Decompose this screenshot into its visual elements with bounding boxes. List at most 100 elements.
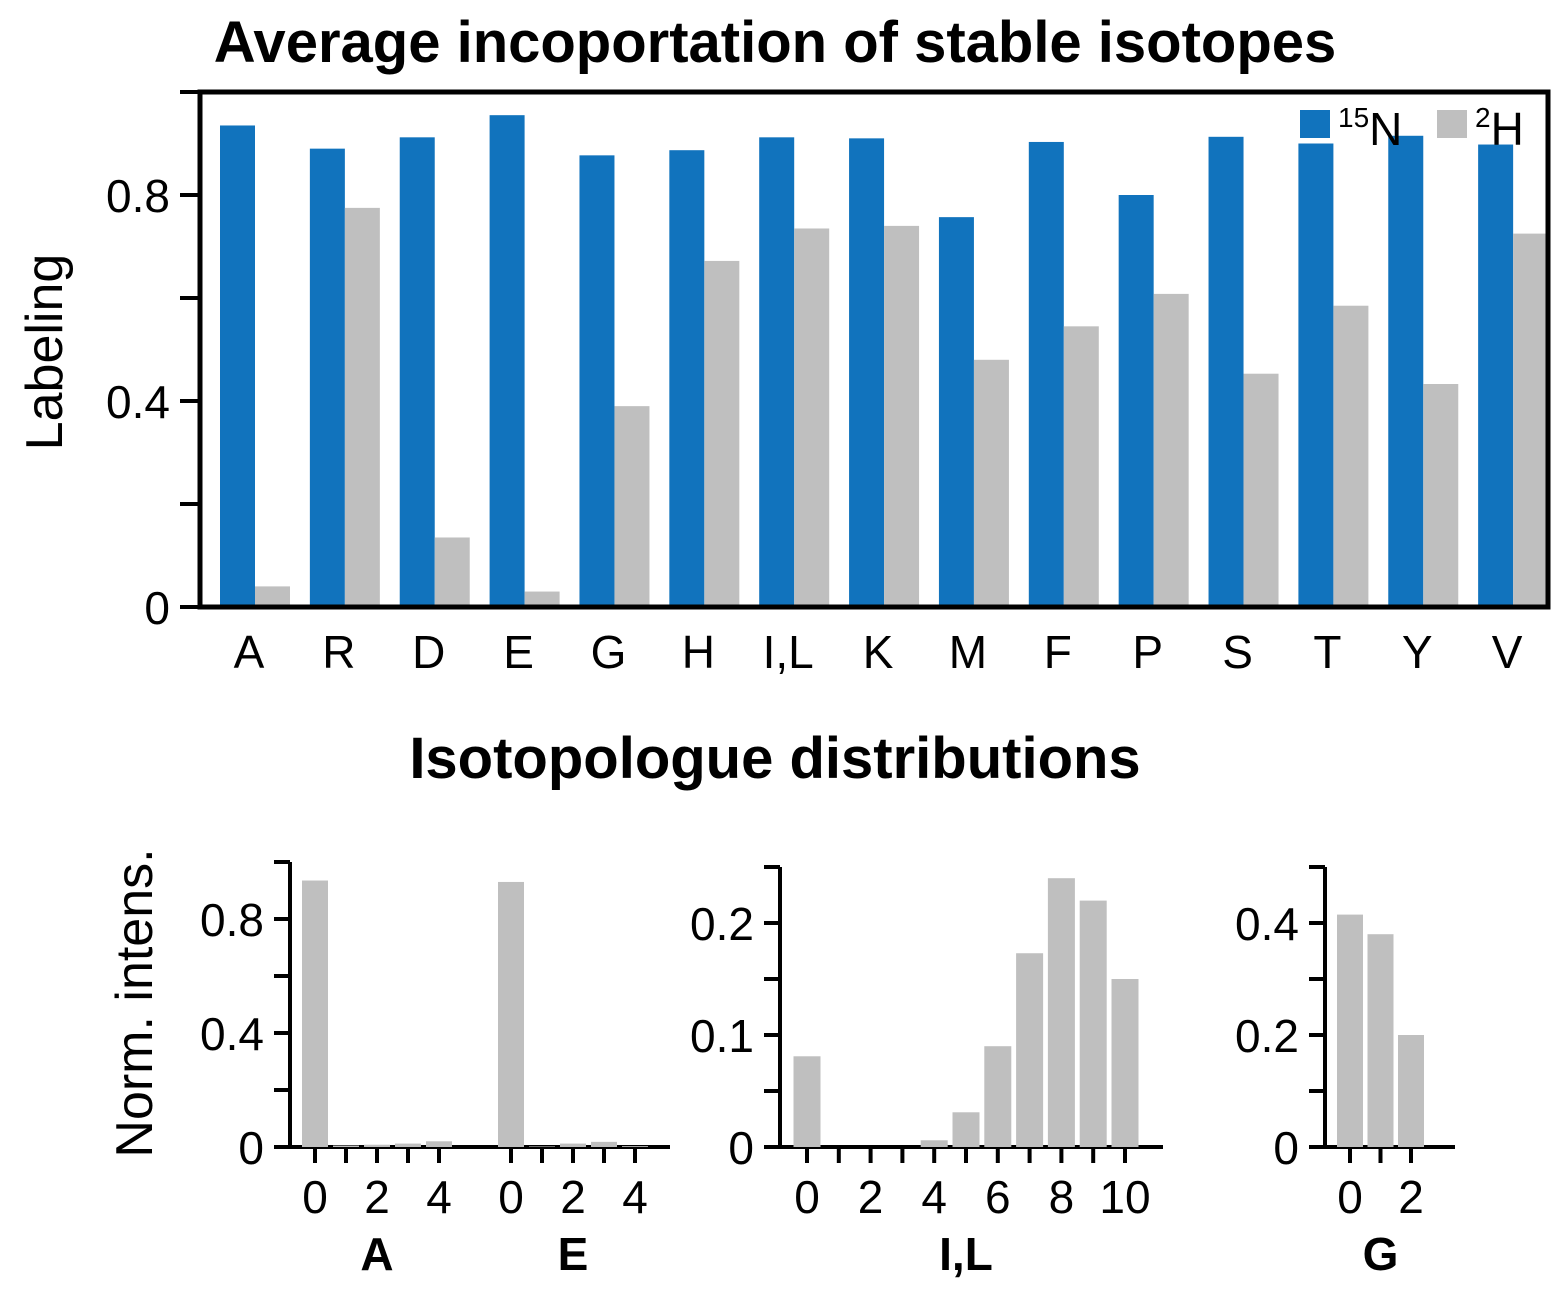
xtick-label-H: H bbox=[682, 626, 715, 678]
sub-il-ytick-label-0.1: 0.1 bbox=[690, 1010, 754, 1062]
sub-il-xtick-label-I,L-0: 0 bbox=[794, 1171, 820, 1223]
legend-label-2h: 2H bbox=[1475, 102, 1524, 155]
bar-2H-Y bbox=[1423, 384, 1459, 607]
sub-ae-bar-E-0 bbox=[498, 881, 524, 1147]
xtick-label-E: E bbox=[503, 626, 534, 678]
bar-15N-R bbox=[309, 148, 345, 607]
bar-15N-I,L bbox=[759, 137, 795, 607]
bar-15N-V bbox=[1478, 144, 1514, 607]
bar-15N-P bbox=[1118, 195, 1154, 607]
bar-15N-M bbox=[938, 217, 974, 607]
top-bar-chart: A R D E G H I,L K M F P S T Y V 0 0.4 0.8 15N 2H bbox=[106, 89, 1551, 678]
sub-g-xtick-label-G-0: 0 bbox=[1337, 1171, 1363, 1223]
xtick-label-S: S bbox=[1222, 626, 1253, 678]
legend-swatch-2h bbox=[1437, 110, 1467, 138]
sub-g-bar-G-1 bbox=[1367, 934, 1394, 1147]
bar-15N-E bbox=[489, 115, 525, 608]
isotopologue-chart-a-e: 00.40.80 2 4A0 2 4E bbox=[200, 860, 670, 1280]
xtick-label-F: F bbox=[1044, 626, 1072, 678]
bottom-chart-ylabel: Norm. intens. bbox=[106, 848, 164, 1157]
sub-ae-bar-A-0 bbox=[302, 880, 328, 1147]
bar-2H-H bbox=[704, 260, 740, 607]
sub-il-group-label-I,L: I,L bbox=[939, 1228, 993, 1280]
sub-ae-bar-E-3 bbox=[591, 1141, 617, 1147]
bar-15N-F bbox=[1028, 141, 1064, 607]
isotopologue-chart-g: 00.20.40 2G bbox=[1235, 865, 1455, 1280]
sub-ae-xtick-label-E-4: 4 bbox=[622, 1171, 648, 1223]
sub-ae-group-label-A: A bbox=[360, 1228, 393, 1280]
bar-15N-G bbox=[579, 155, 615, 607]
xtick-label-K: K bbox=[863, 626, 894, 678]
bar-2H-M bbox=[973, 359, 1009, 607]
xtick-label-V: V bbox=[1492, 626, 1523, 678]
legend-label-15n: 15N bbox=[1338, 102, 1402, 155]
bar-2H-E bbox=[524, 591, 560, 607]
sub-ae-bar-E-4 bbox=[622, 1146, 648, 1147]
sub-il-bar-I,L-0 bbox=[793, 1056, 821, 1147]
sub-il-bar-I,L-8 bbox=[1047, 878, 1075, 1147]
xtick-label-P: P bbox=[1132, 626, 1163, 678]
legend-swatch-15n bbox=[1300, 110, 1330, 138]
sub-il-xtick-label-I,L-4: 4 bbox=[921, 1171, 947, 1223]
xtick-label-M: M bbox=[949, 626, 987, 678]
sub-ae-xtick-label-A-4: 4 bbox=[426, 1171, 452, 1223]
sub-ae-ytick-label-0.8: 0.8 bbox=[200, 894, 264, 946]
sub-il-xtick-label-I,L-10: 10 bbox=[1099, 1171, 1150, 1223]
sub-il-ytick-label-0: 0 bbox=[728, 1122, 754, 1174]
sub-g-ytick-label-0: 0 bbox=[1273, 1122, 1299, 1174]
sub-ae-xtick-label-E-2: 2 bbox=[560, 1171, 586, 1223]
bar-15N-A bbox=[220, 125, 255, 607]
sub-ae-bar-E-1 bbox=[529, 1146, 555, 1147]
bar-15N-Y bbox=[1388, 135, 1424, 607]
sub-il-ytick-label-0.2: 0.2 bbox=[690, 898, 754, 950]
sub-ae-xtick-label-A-2: 2 bbox=[364, 1171, 390, 1223]
sub-g-xtick-label-G-2: 2 bbox=[1398, 1171, 1424, 1223]
ytick-label-0.8: 0.8 bbox=[106, 170, 170, 222]
xtick-label-D: D bbox=[412, 626, 445, 678]
sub-il-bar-I,L-9 bbox=[1079, 900, 1107, 1147]
sub-il-bar-I,L-7 bbox=[1016, 953, 1044, 1147]
sub-ae-ytick-label-0: 0 bbox=[238, 1122, 264, 1174]
bar-2H-T bbox=[1333, 305, 1369, 607]
bar-2H-D bbox=[434, 537, 470, 607]
sub-il-xtick-label-I,L-6: 6 bbox=[985, 1171, 1011, 1223]
ytick-label-0: 0 bbox=[144, 582, 170, 634]
sub-ae-group-label-E: E bbox=[558, 1228, 589, 1280]
sub-ae-ytick-label-0.4: 0.4 bbox=[200, 1008, 264, 1060]
sub-g-group-label-G: G bbox=[1363, 1228, 1399, 1280]
sub-ae-bar-A-1 bbox=[333, 1145, 359, 1147]
bar-15N-D bbox=[399, 137, 435, 607]
xtick-label-I,L: I,L bbox=[763, 626, 814, 678]
sub-g-ytick-label-0.4: 0.4 bbox=[1235, 898, 1299, 950]
bar-15N-H bbox=[669, 150, 705, 607]
sub-ae-bar-A-2 bbox=[364, 1144, 390, 1147]
bar-2H-F bbox=[1063, 326, 1099, 607]
bottom-chart-title: Isotopologue distributions bbox=[409, 726, 1140, 791]
bar-2H-A bbox=[255, 586, 290, 607]
bar-2H-V bbox=[1513, 233, 1549, 607]
sub-g-bar-G-0 bbox=[1337, 914, 1363, 1147]
sub-ae-bar-A-4 bbox=[426, 1141, 452, 1147]
sub-ae-bar-A-3 bbox=[395, 1143, 421, 1147]
bar-15N-S bbox=[1208, 136, 1244, 607]
sub-il-xtick-label-I,L-2: 2 bbox=[858, 1171, 884, 1223]
sub-il-bar-I,L-5 bbox=[952, 1112, 980, 1147]
bar-15N-K bbox=[849, 138, 885, 607]
sub-il-xtick-label-I,L-8: 8 bbox=[1049, 1171, 1075, 1223]
sub-il-bar-I,L-6 bbox=[984, 1046, 1012, 1147]
sub-ae-xtick-label-A-0: 0 bbox=[302, 1171, 328, 1223]
xtick-label-G: G bbox=[591, 626, 627, 678]
ytick-label-0.4: 0.4 bbox=[106, 376, 170, 428]
bar-2H-K bbox=[884, 225, 920, 607]
bar-15N-T bbox=[1298, 143, 1334, 607]
xtick-label-R: R bbox=[322, 626, 355, 678]
top-chart-frame bbox=[197, 89, 1551, 610]
bar-2H-G bbox=[614, 406, 650, 607]
top-chart-title: Average incoportation of stable isotopes bbox=[214, 10, 1337, 75]
sub-il-bar-I,L-4 bbox=[920, 1140, 948, 1147]
top-chart-ylabel: Labeling bbox=[16, 254, 74, 451]
bar-2H-S bbox=[1243, 373, 1279, 607]
xtick-label-T: T bbox=[1313, 626, 1341, 678]
sub-ae-bar-E-2 bbox=[560, 1143, 586, 1147]
